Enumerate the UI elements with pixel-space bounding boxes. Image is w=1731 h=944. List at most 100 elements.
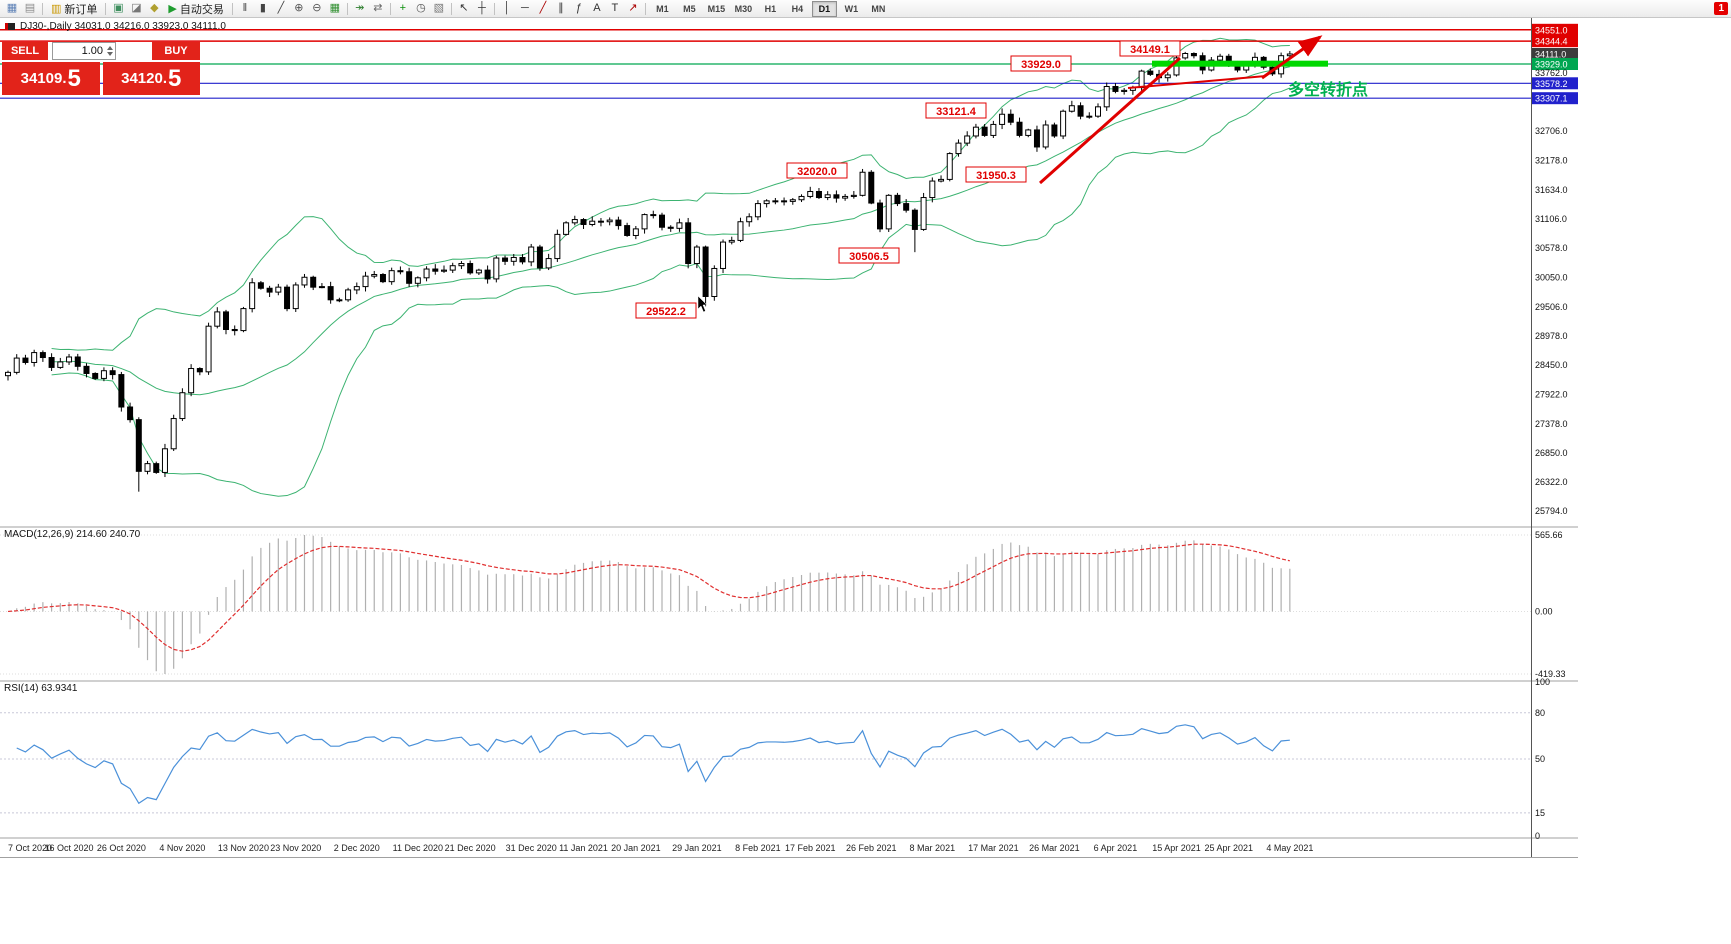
text-icon[interactable]: A (593, 2, 601, 14)
periods-icon[interactable]: ◷ (416, 2, 426, 14)
svg-text:26 Feb 2021: 26 Feb 2021 (846, 843, 897, 853)
svg-text:26 Mar 2021: 26 Mar 2021 (1029, 843, 1080, 853)
data-window-icon[interactable]: ◪ (131, 2, 142, 14)
svg-text:33121.4: 33121.4 (936, 106, 977, 118)
timeframe-h1-button[interactable]: H1 (764, 3, 777, 14)
timeframe-m5-button[interactable]: M5 (683, 3, 696, 14)
templates-icon[interactable]: ▧ (433, 2, 445, 14)
new-chart-icon[interactable]: ▦ (6, 2, 18, 14)
svg-text:29522.2: 29522.2 (646, 306, 686, 318)
crosshair-icon[interactable]: ┼ (477, 2, 486, 14)
svg-text:30578.0: 30578.0 (1535, 243, 1568, 253)
trendline-icon[interactable]: ╱ (539, 2, 547, 14)
price-axis[interactable]: 34551.0 34344.4 34111.033929.033762.033578… (1532, 23, 1578, 516)
svg-text:26 Oct 2020: 26 Oct 2020 (97, 843, 146, 853)
new-order-button[interactable]: ▥ 新订单 (46, 1, 102, 16)
green-highlight-bar[interactable] (1152, 60, 1328, 67)
red-trend-line-1[interactable] (1039, 56, 1181, 185)
vertical-line-icon[interactable]: │ (503, 2, 511, 14)
autotrading-button-icon: ▶ (168, 3, 177, 15)
zoom-in-icon[interactable]: ⊕ (294, 2, 304, 14)
auto-scroll-icon[interactable]: ↠ (355, 2, 365, 14)
autotrading-button[interactable]: ▶ 自动交易 (163, 1, 228, 16)
svg-text:7 Oct 2020: 7 Oct 2020 (8, 843, 52, 853)
new-order-button-label: 新订单 (64, 3, 98, 16)
red-trend-line-3[interactable] (1261, 35, 1323, 80)
callout-30506.5[interactable]: 30506.5 (838, 247, 900, 264)
price-chart-canvas: 多空转折点 34149.1 33929.0 33121.4 32020.0 31950.3… (0, 18, 1578, 858)
svg-text:32020.0: 32020.0 (797, 166, 837, 178)
arrows-icon[interactable]: ↗ (628, 2, 638, 14)
panel-borders (0, 18, 1578, 858)
buy-price-display[interactable]: 34120. 5 (102, 62, 200, 95)
svg-text:28450.0: 28450.0 (1535, 360, 1568, 370)
label-icon[interactable]: T (611, 2, 619, 14)
svg-text:17 Feb 2021: 17 Feb 2021 (785, 843, 836, 853)
callout-32020.0[interactable]: 32020.0 (786, 162, 848, 179)
timeframe-mn-button[interactable]: MN (871, 3, 886, 14)
timeframe-m30-button[interactable]: M30 (734, 3, 753, 14)
svg-text:34149.1: 34149.1 (1130, 44, 1170, 56)
svg-text:8 Feb 2021: 8 Feb 2021 (735, 843, 781, 853)
fibonacci-icon[interactable]: ƒ (575, 2, 582, 14)
buy-button[interactable]: BUY (152, 42, 200, 60)
red-trend-line-2[interactable] (1127, 75, 1267, 89)
svg-text:31950.3: 31950.3 (976, 170, 1016, 182)
volume-decrease-button[interactable] (107, 52, 113, 56)
toolbar-separator (389, 2, 391, 15)
svg-text:11 Jan 2021: 11 Jan 2021 (559, 843, 608, 853)
profiles-icon[interactable]: ▤ (24, 2, 36, 14)
sell-button[interactable]: SELL (2, 42, 48, 60)
symbol-info: DJ30-,Daily 34031.0 34216.0 33923.0 3411… (5, 21, 226, 32)
svg-text:33578.2: 33578.2 (1535, 79, 1568, 89)
volume-input[interactable]: 1.00 (52, 42, 116, 60)
bar-chart-icon[interactable]: ‖ (242, 2, 248, 14)
svg-text:15: 15 (1535, 808, 1545, 818)
chart-symbol-icon (5, 23, 15, 30)
timeframe-h4-button[interactable]: H4 (791, 3, 804, 14)
macd-panel-label: MACD(12,26,9) 214.60 240.70 (4, 529, 141, 540)
volume-increase-button[interactable] (107, 46, 113, 50)
chart-shift-icon[interactable]: ⇄ (373, 2, 383, 14)
tile-windows-icon[interactable]: ▦ (329, 2, 341, 14)
svg-text:13 Nov 2020: 13 Nov 2020 (218, 843, 269, 853)
buy-price-pip: 5 (168, 64, 182, 92)
one-click-trade-panel: SELL 1.00 BUY 34109. 5 34120. 5 (2, 42, 200, 95)
line-chart-icon[interactable]: ╱ (277, 2, 285, 14)
svg-text:2 Dec 2020: 2 Dec 2020 (334, 843, 380, 853)
notification-badge[interactable]: 1 (1714, 2, 1728, 15)
sell-price-display[interactable]: 34109. 5 (2, 62, 100, 95)
callout-31950.3[interactable]: 31950.3 (965, 166, 1027, 183)
svg-text:31634.0: 31634.0 (1535, 185, 1568, 195)
buy-price-main: 34120. (121, 70, 168, 87)
callout-34149.1[interactable]: 34149.1 (1119, 40, 1181, 57)
timeframe-d1-button[interactable]: D1 (811, 0, 837, 17)
svg-text:32706.0: 32706.0 (1535, 126, 1568, 136)
timeframe-m15-button[interactable]: M15 (707, 3, 726, 14)
callout-33929.0[interactable]: 33929.0 (1010, 55, 1072, 72)
horizontal-line-icon[interactable]: ─ (520, 2, 529, 14)
zoom-out-icon[interactable]: ⊖ (312, 2, 322, 14)
indicators-icon[interactable]: + (399, 2, 407, 14)
svg-text:26322.0: 26322.0 (1535, 477, 1568, 487)
market-watch-icon[interactable]: ▣ (113, 2, 124, 14)
toolbar-separator (42, 2, 43, 15)
candlestick-chart-icon[interactable]: ▮ (259, 2, 266, 14)
toolbar-separator (231, 2, 233, 15)
svg-text:27378.0: 27378.0 (1535, 419, 1568, 429)
timeframe-m1-button[interactable]: M1 (656, 3, 669, 14)
chart-annotations: 多空转折点 (1039, 35, 1368, 185)
autotrading-button-label: 自动交易 (179, 3, 224, 16)
metaeditor-icon[interactable]: ◆ (150, 2, 159, 14)
timeframe-w1-button[interactable]: W1 (844, 3, 859, 14)
callout-33121.4[interactable]: 33121.4 (925, 102, 987, 119)
channel-icon[interactable]: ∥ (558, 2, 564, 14)
svg-text:6 Apr 2021: 6 Apr 2021 (1094, 843, 1138, 853)
callout-29522.2[interactable]: 29522.2 (635, 302, 697, 319)
svg-text:-419.33: -419.33 (1535, 669, 1566, 679)
cursor-icon[interactable]: ↖ (459, 2, 469, 14)
svg-text:31 Dec 2020: 31 Dec 2020 (506, 843, 557, 853)
svg-text:4 May 2021: 4 May 2021 (1266, 843, 1313, 853)
